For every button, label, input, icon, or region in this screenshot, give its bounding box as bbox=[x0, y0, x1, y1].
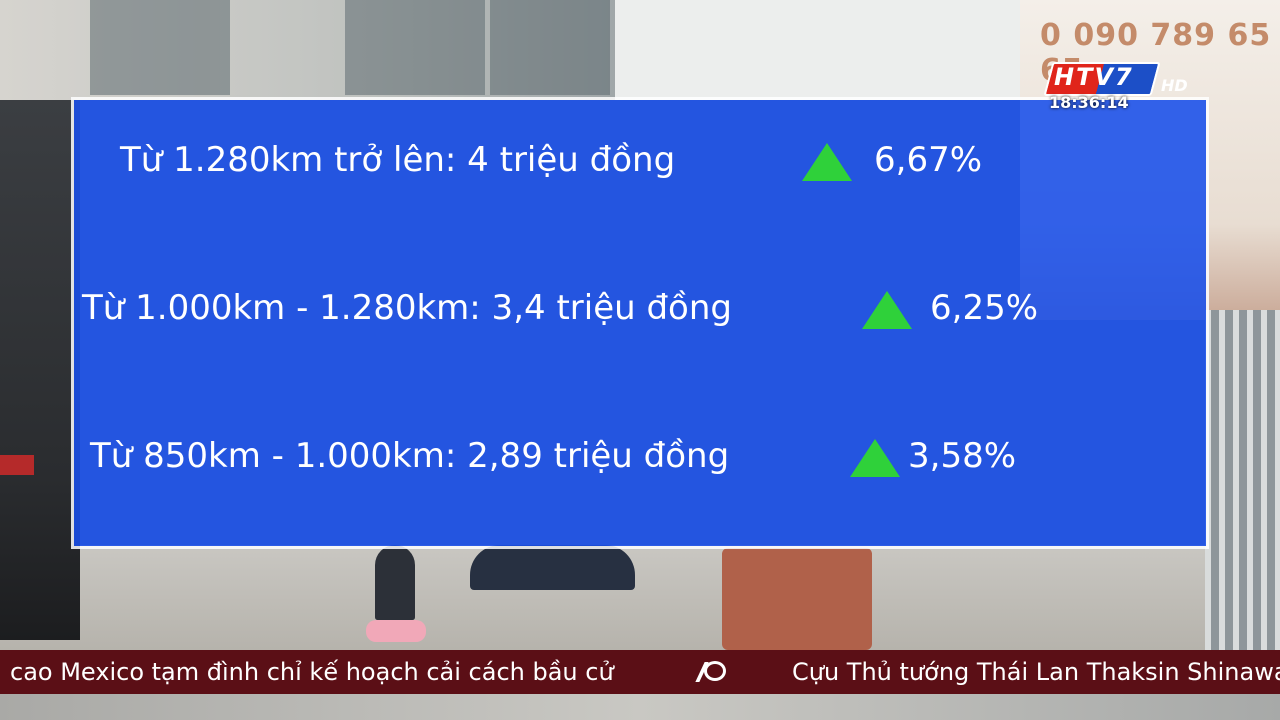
floor bbox=[0, 545, 1280, 650]
window bbox=[490, 0, 610, 95]
fare-row: Từ 850km - 1.000km: 2,89 triệu đồng 3,58… bbox=[0, 426, 1132, 486]
up-triangle-icon bbox=[862, 291, 912, 329]
fare-row-percent: 6,67% bbox=[874, 140, 983, 180]
station-logo: HTV7 HD bbox=[1043, 58, 1198, 100]
up-triangle-icon bbox=[802, 143, 852, 181]
fare-row-text: Từ 1.000km - 1.280km: 3,4 triệu đồng bbox=[82, 288, 732, 328]
window bbox=[345, 0, 485, 95]
person-legs bbox=[375, 545, 415, 620]
ticker-headline-left: cao Mexico tạm đình chỉ kế hoạch cải các… bbox=[10, 658, 614, 686]
broadcast-clock: 18:36:14 bbox=[1049, 93, 1129, 112]
fare-row-text: Từ 850km - 1.000km: 2,89 triệu đồng bbox=[90, 436, 730, 476]
window bbox=[90, 0, 230, 95]
luggage-trolleys bbox=[1205, 310, 1280, 650]
news-ticker: cao Mexico tạm đình chỉ kế hoạch cải các… bbox=[0, 650, 1280, 694]
fare-row-percent: 6,25% bbox=[930, 288, 1039, 328]
ticker-headline-right: Cựu Thủ tướng Thái Lan Thaksin Shinawa bbox=[792, 658, 1280, 686]
car-tail-light bbox=[0, 455, 34, 475]
fare-info-panel bbox=[74, 100, 1206, 546]
fare-row: Từ 1.280km trở lên: 4 triệu đồng 6,67% bbox=[0, 130, 1132, 190]
fare-row: Từ 1.000km - 1.280km: 3,4 triệu đồng 6,2… bbox=[0, 278, 1132, 338]
bottom-floor-strip bbox=[0, 694, 1280, 720]
person-skirt bbox=[470, 545, 635, 590]
hd-label: HD bbox=[1161, 76, 1188, 95]
pink-shoes bbox=[366, 620, 426, 642]
fare-row-text: Từ 1.280km trở lên: 4 triệu đồng bbox=[120, 140, 676, 180]
parked-car bbox=[0, 100, 80, 640]
up-triangle-icon bbox=[850, 439, 900, 477]
fare-row-percent: 3,58% bbox=[908, 436, 1017, 476]
terminal-wall-right bbox=[615, 0, 1025, 100]
suitcase bbox=[722, 548, 872, 650]
ticker-separator-icon bbox=[685, 660, 736, 684]
logo-text: HTV7 bbox=[1054, 63, 1134, 91]
